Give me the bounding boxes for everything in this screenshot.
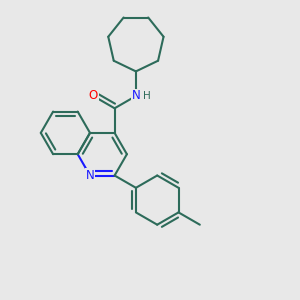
- Text: N: N: [131, 89, 140, 103]
- Text: O: O: [89, 89, 98, 103]
- Text: N: N: [85, 169, 94, 182]
- Text: H: H: [142, 91, 150, 101]
